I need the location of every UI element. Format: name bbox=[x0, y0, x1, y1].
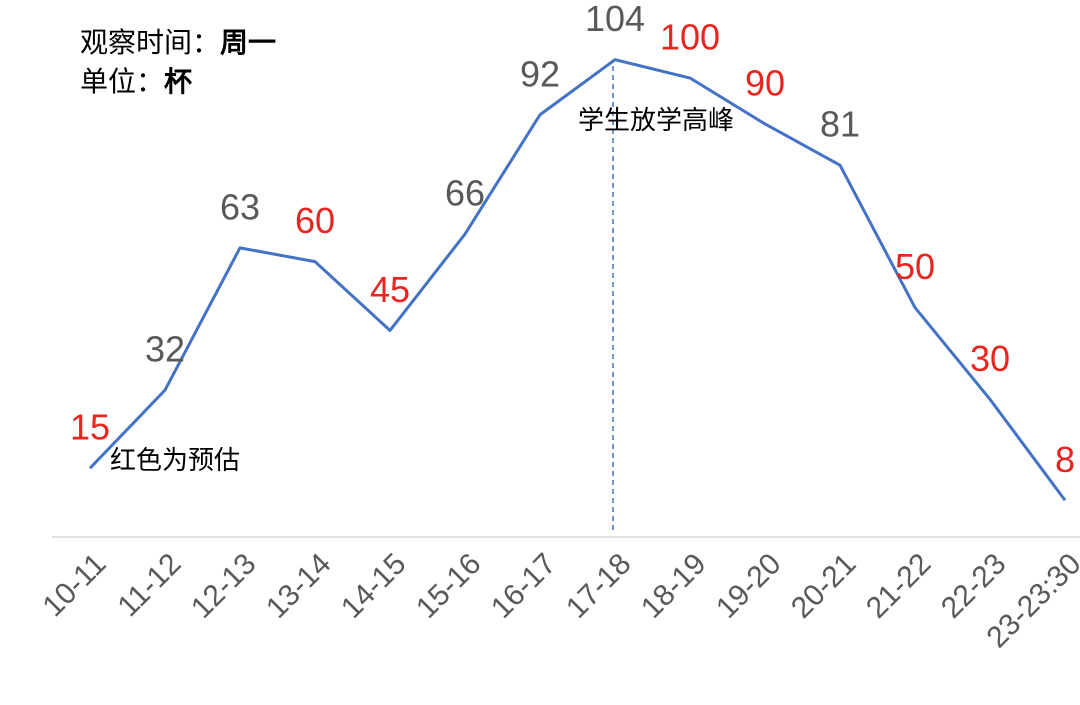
value-label: 60 bbox=[295, 200, 335, 241]
value-label: 81 bbox=[820, 104, 860, 145]
unit-label: 单位： bbox=[80, 66, 164, 97]
value-label: 100 bbox=[660, 17, 720, 58]
value-label: 32 bbox=[145, 329, 185, 370]
x-tick-label: 13-14 bbox=[260, 547, 338, 625]
x-tick-label: 17-18 bbox=[560, 547, 638, 625]
x-tick-label: 18-19 bbox=[635, 547, 713, 625]
unit: 单位：杯 bbox=[80, 66, 192, 97]
unit-value: 杯 bbox=[164, 66, 192, 97]
value-label: 66 bbox=[445, 173, 485, 214]
value-label: 8 bbox=[1055, 439, 1075, 480]
observe-value: 周一 bbox=[220, 27, 276, 58]
x-tick-label: 21-22 bbox=[860, 547, 938, 625]
value-label: 50 bbox=[895, 246, 935, 287]
value-label: 63 bbox=[220, 186, 260, 227]
x-tick-label: 15-16 bbox=[410, 547, 488, 625]
estimate-annotation: 红色为预估 bbox=[110, 445, 240, 475]
x-tick-label: 16-17 bbox=[485, 547, 563, 625]
x-tick-label: 12-13 bbox=[185, 547, 263, 625]
peak-annotation: 学生放学高峰 bbox=[578, 105, 734, 135]
value-label: 92 bbox=[520, 53, 560, 94]
value-label: 30 bbox=[970, 338, 1010, 379]
value-label: 15 bbox=[70, 407, 110, 448]
x-tick-label: 14-15 bbox=[335, 547, 413, 625]
x-tick-label: 19-20 bbox=[710, 547, 788, 625]
data-line bbox=[88, 58, 1067, 502]
value-label: 104 bbox=[585, 0, 645, 39]
observe-time: 观察时间：周一 bbox=[80, 27, 276, 58]
x-tick-label: 10-11 bbox=[37, 547, 113, 623]
value-label: 45 bbox=[370, 269, 410, 310]
observe-label: 观察时间： bbox=[80, 27, 220, 58]
x-tick-label: 11-12 bbox=[112, 547, 188, 623]
x-tick-label: 20-21 bbox=[785, 547, 863, 625]
value-label: 90 bbox=[745, 62, 785, 103]
